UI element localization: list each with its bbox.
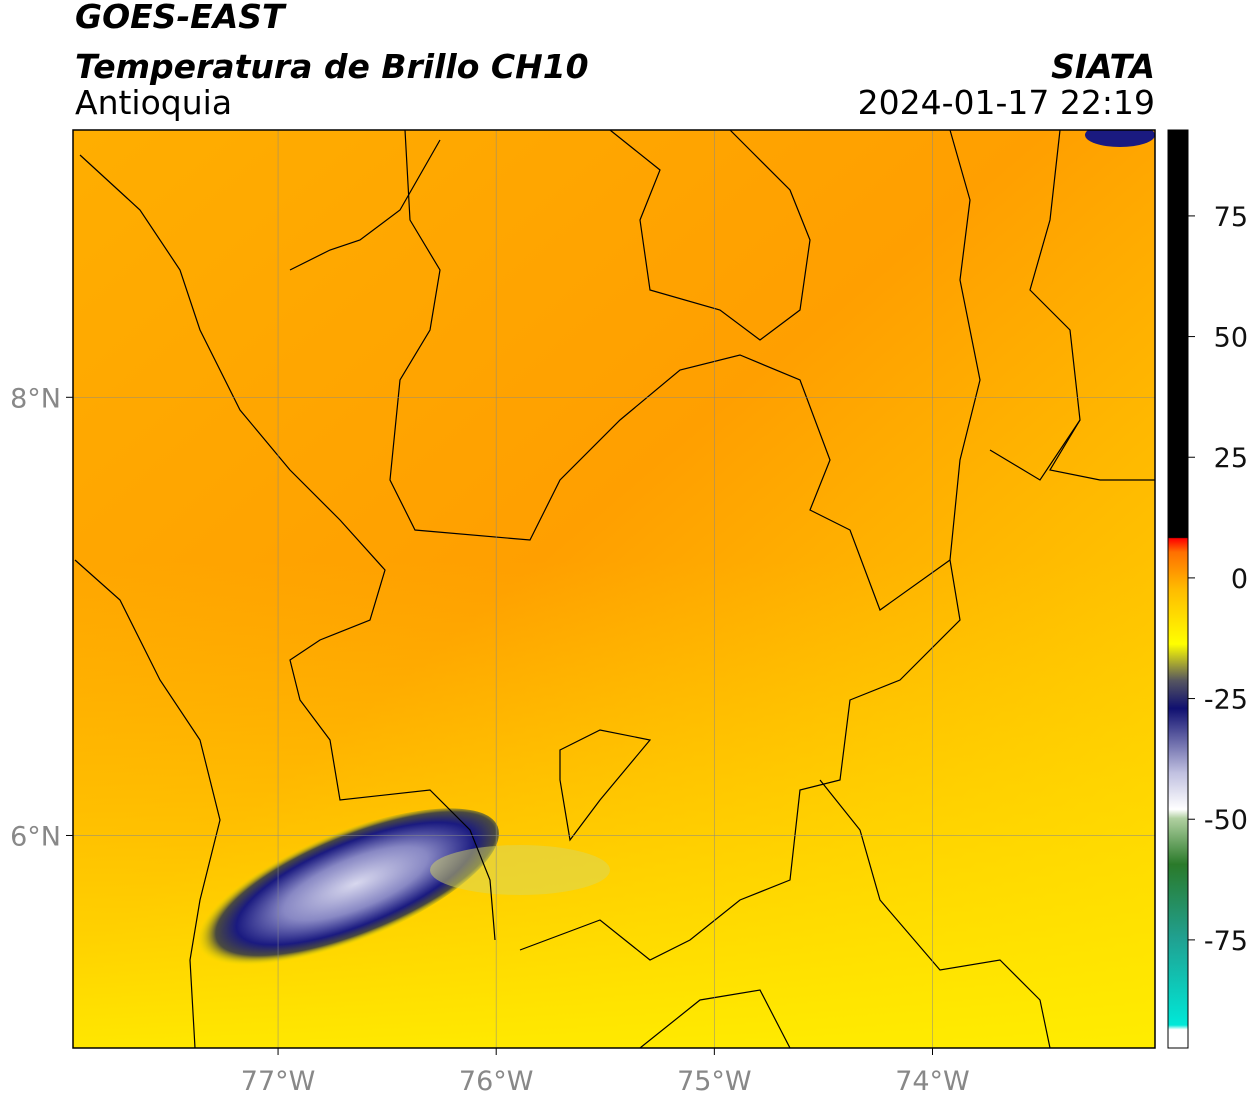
lon-tick-label: 74°W: [895, 1066, 970, 1097]
region: Antioquia: [75, 83, 232, 122]
lon-tick-label: 75°W: [677, 1066, 752, 1097]
colorbar-tick-label: 75: [1214, 202, 1248, 233]
colorbar-tick-label: 50: [1214, 323, 1248, 354]
map-grid: [73, 130, 1155, 1048]
colorbar-tick-label: -25: [1204, 685, 1248, 716]
map-frame: [72, 129, 1156, 1049]
agency: SIATA: [1051, 47, 1155, 86]
colorbar-tick-label: 25: [1214, 443, 1248, 474]
lon-tick-label: 76°W: [459, 1066, 534, 1097]
colorbar-tick-label: 0: [1231, 564, 1248, 595]
map-image: [73, 130, 1155, 1048]
datetime: 2024-01-17 22:19: [858, 83, 1155, 122]
lat-tick-label: 6°N: [10, 821, 61, 852]
colorbar-tick-label: -50: [1204, 805, 1248, 836]
source: GOES-EAST: [75, 0, 287, 36]
product: Temperatura de Brillo CH10: [75, 47, 589, 86]
lat-tick-label: 8°N: [10, 383, 61, 414]
colorbar: [1167, 129, 1189, 1049]
lon-tick-label: 77°W: [241, 1066, 316, 1097]
colorbar-tick-label: -75: [1204, 926, 1248, 957]
